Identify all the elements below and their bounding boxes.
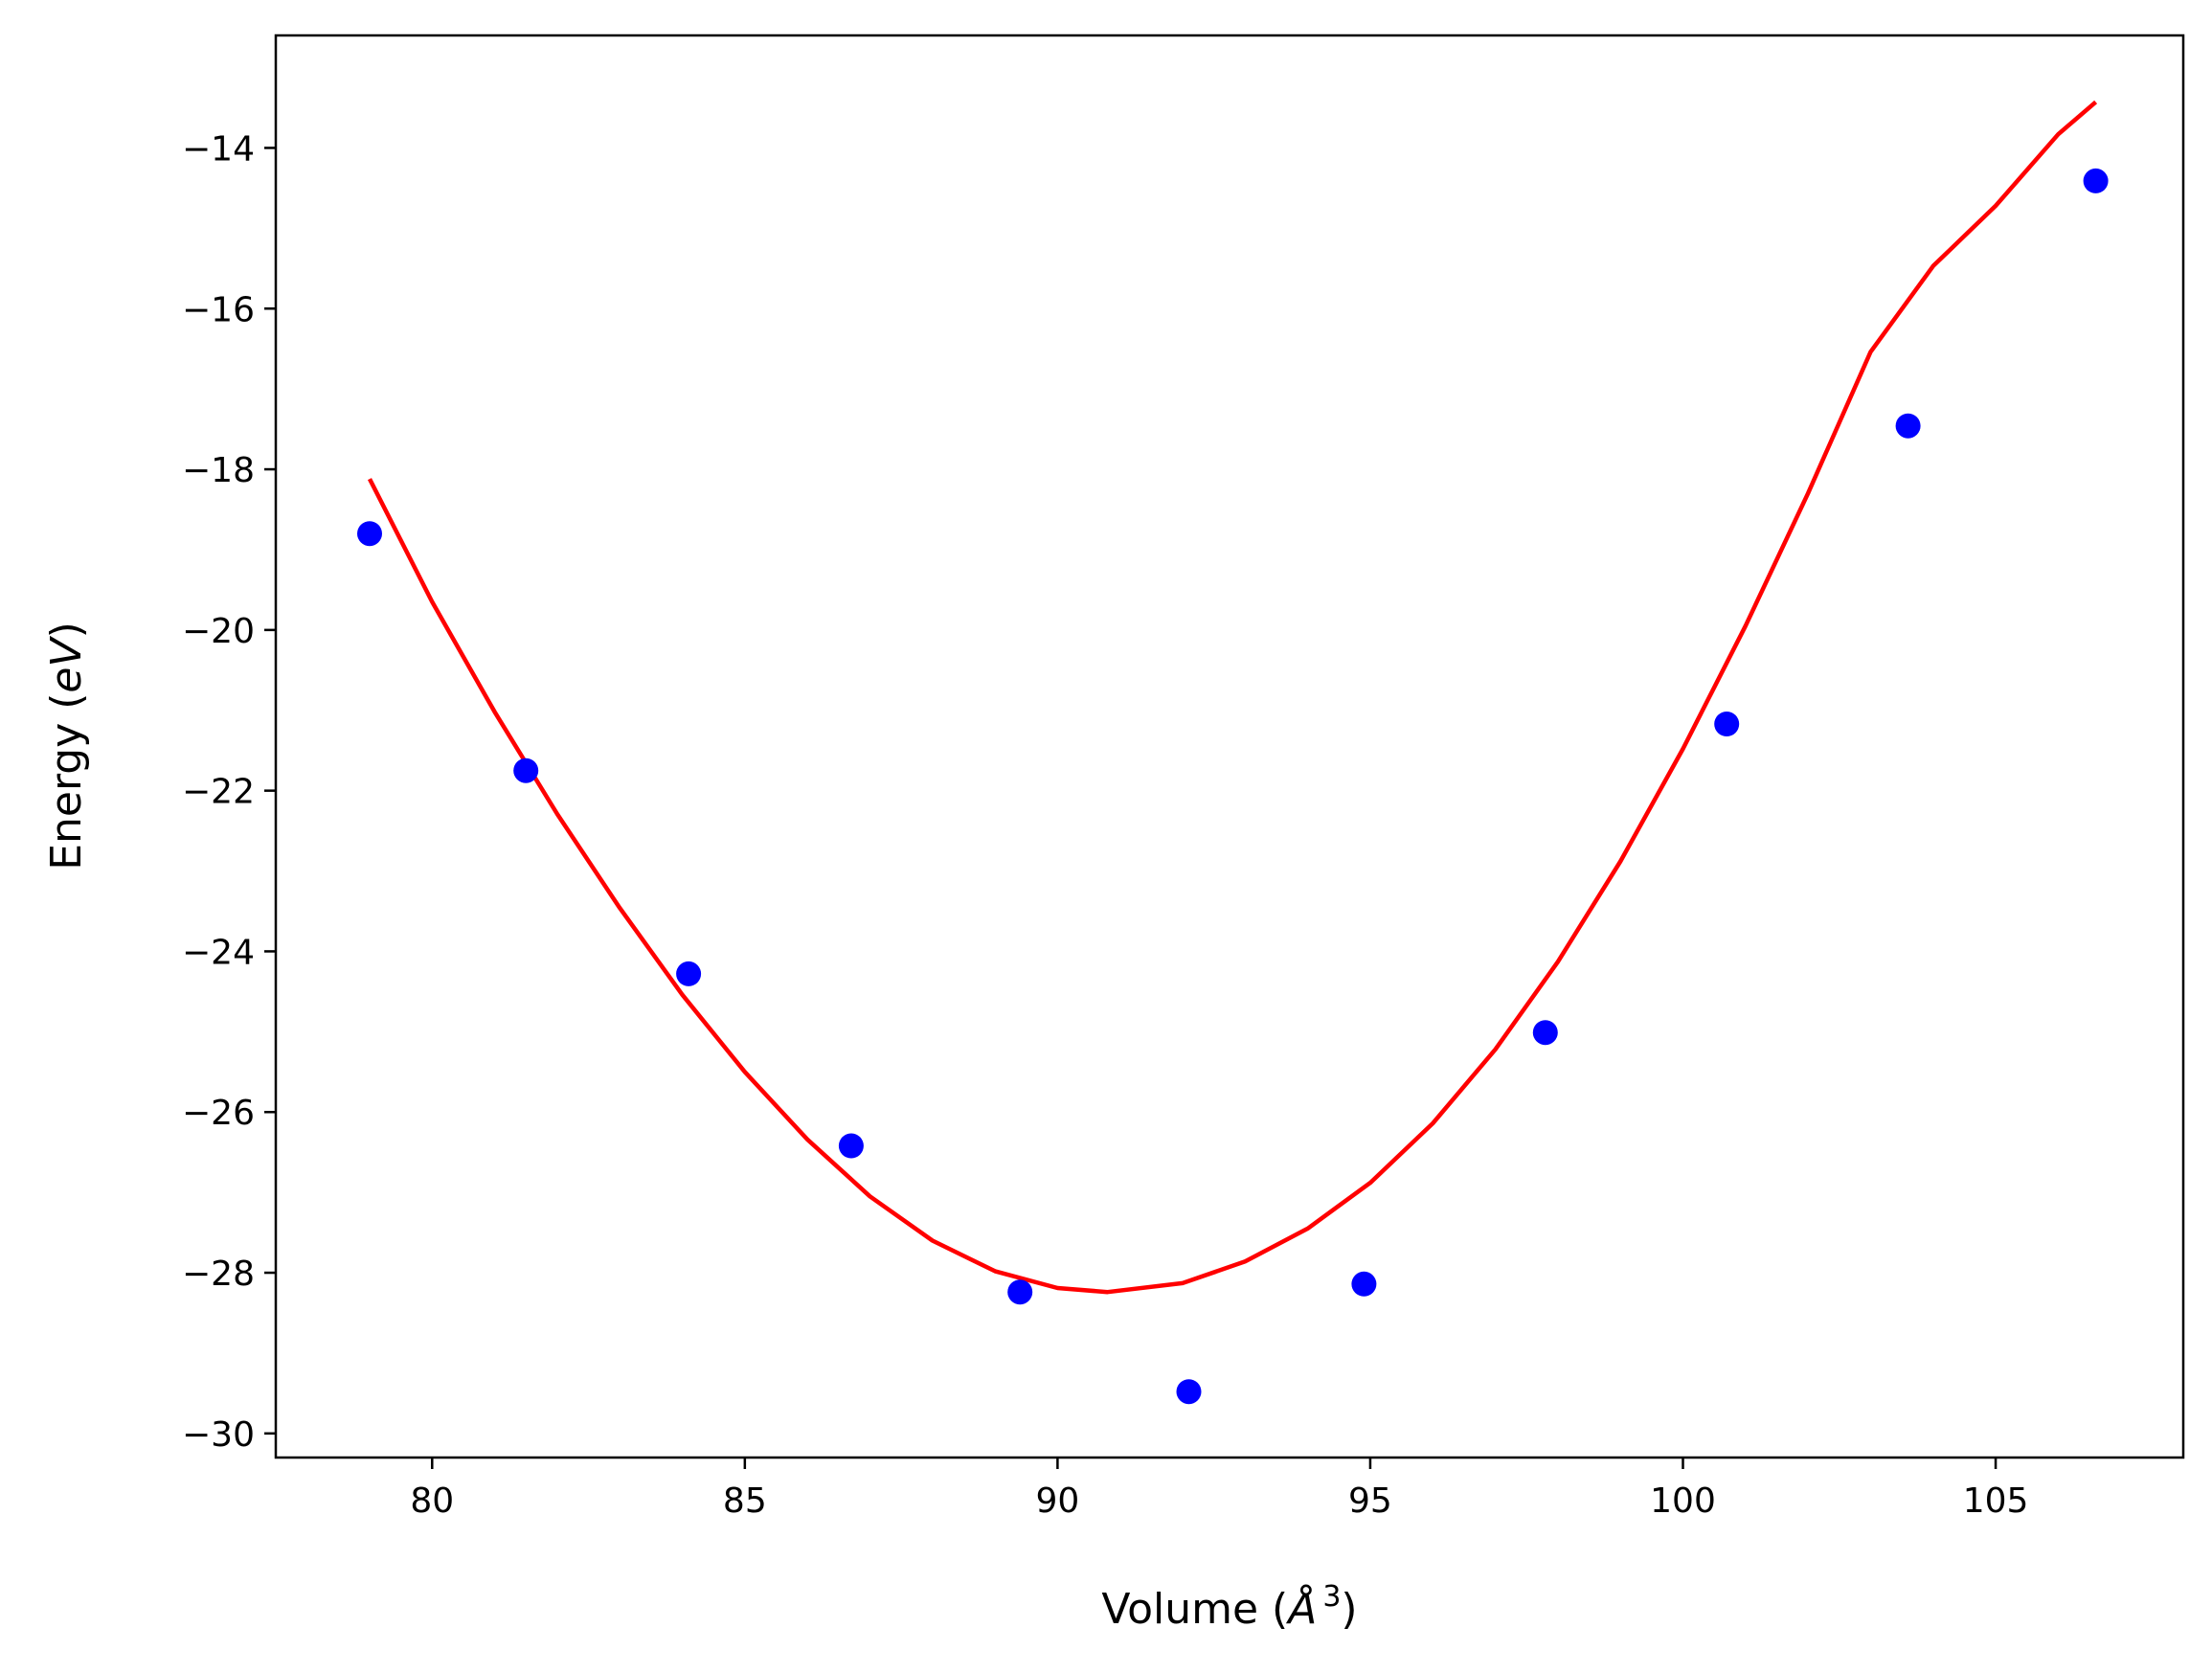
y-axis-label-prefix: Energy ( (42, 693, 91, 870)
y-tick-label: −20 (182, 612, 255, 651)
x-tick-label: 100 (1650, 1481, 1716, 1521)
y-tick-label: −16 (182, 290, 255, 329)
data-point (357, 521, 382, 547)
x-axis-label: Volume (Å 3) (1101, 1580, 1357, 1634)
plot-area (357, 100, 2109, 1405)
x-tick-label: 105 (1963, 1481, 2029, 1521)
y-tick-label: −30 (182, 1415, 255, 1455)
x-tick-label: 90 (1035, 1481, 1079, 1521)
fit-curve-line (367, 100, 2098, 1295)
x-tick-label: 85 (723, 1481, 767, 1521)
x-tick-label: 80 (410, 1481, 454, 1521)
x-axis-label-prefix: Volume ( (1101, 1585, 1288, 1634)
x-axis-label-superscript: 3 (1322, 1580, 1341, 1614)
data-point (513, 757, 539, 783)
data-point (2083, 168, 2109, 193)
y-tick-label: −24 (182, 933, 255, 972)
y-tick-label: −28 (182, 1255, 255, 1294)
y-tick-label: −22 (182, 773, 255, 812)
data-point (838, 1133, 864, 1159)
plot-series-group (357, 100, 2109, 1405)
y-tick-label: −14 (182, 129, 255, 169)
data-point (1714, 712, 1740, 736)
y-tick-label: −18 (182, 451, 255, 490)
data-point (676, 961, 702, 986)
x-axis-label-suffix: ) (1341, 1585, 1357, 1634)
x-tick-label: 95 (1348, 1481, 1392, 1521)
axes-frame (274, 34, 2185, 1459)
data-point (1895, 413, 1921, 439)
y-axis-label: Energy (eV) (42, 622, 91, 870)
data-point (1351, 1271, 1377, 1297)
y-axis-label-unit: eV (42, 636, 91, 693)
data-point (1176, 1379, 1202, 1405)
x-axis: 80 85 90 95 100 105 (410, 1458, 2028, 1521)
data-point (1007, 1279, 1033, 1305)
x-axis-label-symbol: Å (1285, 1583, 1317, 1634)
y-axis-label-suffix: ) (42, 622, 91, 638)
y-axis: −30 −28 −26 −24 −22 −20 −18 −16 −14 (182, 129, 276, 1455)
data-point (1532, 1020, 1558, 1046)
y-tick-label: −26 (182, 1094, 255, 1133)
